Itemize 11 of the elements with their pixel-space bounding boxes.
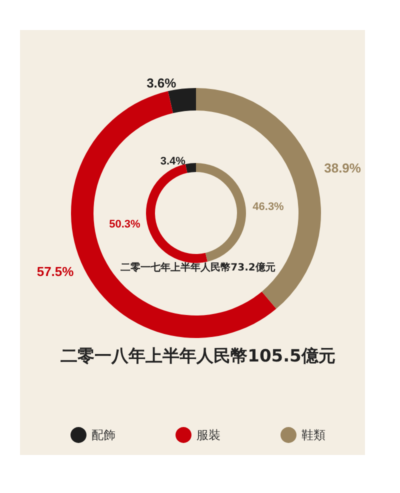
slice-label: 二零一七年上半年人民幣73.2億元	[120, 262, 276, 274]
legend-label: 服裝	[196, 428, 220, 442]
data-label: 57.5%	[36, 264, 74, 279]
slice-label: 二零一八年上半年人民幣105.5億元	[60, 346, 336, 366]
data-label: 3.6%	[146, 75, 177, 90]
data-label: 3.4%	[160, 155, 186, 168]
data-label: 46.3%	[252, 200, 284, 213]
legend-label: 鞋類	[302, 428, 326, 442]
legend-label: 配飾	[92, 428, 116, 442]
data-label: 50.3%	[109, 218, 140, 231]
data-label: 38.9%	[324, 160, 362, 176]
